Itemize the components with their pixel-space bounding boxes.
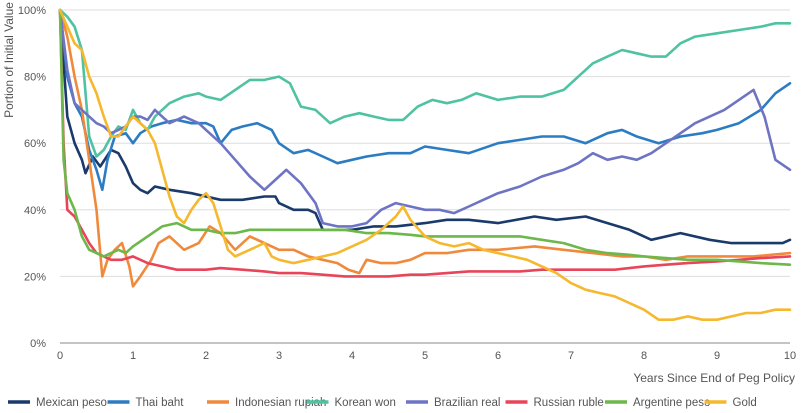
x-tick-label: 2: [203, 350, 209, 362]
legend-item: Indonesian rupiah: [207, 397, 326, 409]
x-axis-ticks: 0 1 2 3 4 5 6 7 8 9 10: [57, 350, 796, 362]
series-line-korean-won: [58, 8, 792, 158]
y-tick-label: 40%: [24, 205, 46, 217]
legend-item: Thai baht: [107, 397, 185, 409]
legend-item: Russian ruble: [505, 397, 604, 409]
legend-item: Argentine peso: [605, 397, 710, 409]
legend-label: Indonesian rupiah: [235, 397, 326, 409]
x-tick-label: 8: [641, 350, 647, 362]
gridlines: [60, 9, 790, 277]
x-tick-label: 6: [495, 350, 501, 362]
legend-label: Gold: [733, 397, 757, 409]
legend-label: Argentine peso: [633, 397, 710, 409]
series-line-thai-baht: [58, 8, 792, 192]
legend-label: Brazilian real: [434, 397, 500, 409]
x-tick-label: 9: [714, 350, 720, 362]
x-tick-label: 4: [349, 350, 355, 362]
series-lines: [58, 8, 792, 321]
series-line-gold: [58, 8, 792, 321]
legend-item: Korean won: [306, 397, 396, 409]
legend-label: Russian ruble: [534, 397, 604, 409]
legend-label: Thai baht: [136, 397, 185, 409]
y-tick-label: 80%: [24, 72, 46, 84]
series-line-mexican-peso: [58, 8, 792, 245]
y-tick-label: 100%: [18, 5, 46, 17]
x-tick-label: 10: [784, 350, 796, 362]
x-tick-label: 5: [422, 350, 428, 362]
x-tick-label: 7: [568, 350, 574, 362]
y-axis-label: Portion of Initial Value: [2, 2, 16, 118]
x-tick-label: 3: [276, 350, 282, 362]
legend-item: Gold: [704, 397, 757, 409]
x-axis-label: Years Since End of Peg Policy: [633, 371, 795, 385]
series-line-argentine-peso: [58, 8, 792, 266]
y-tick-label: 20%: [24, 271, 46, 283]
legend: Mexican peso Thai baht Indonesian rupiah Ko…: [8, 397, 757, 409]
legend-label: Korean won: [335, 397, 396, 409]
x-tick-label: 1: [130, 350, 136, 362]
legend-item: Mexican peso: [8, 397, 107, 409]
legend-item: Brazilian real: [406, 397, 500, 409]
legend-label: Mexican peso: [36, 397, 107, 409]
y-axis-ticks: 0% 20% 40% 60% 80% 100%: [18, 5, 46, 350]
series-line-indonesian-rupiah: [58, 8, 792, 288]
x-tick-label: 0: [57, 350, 63, 362]
y-tick-label: 0%: [30, 338, 46, 350]
y-tick-label: 60%: [24, 138, 46, 150]
